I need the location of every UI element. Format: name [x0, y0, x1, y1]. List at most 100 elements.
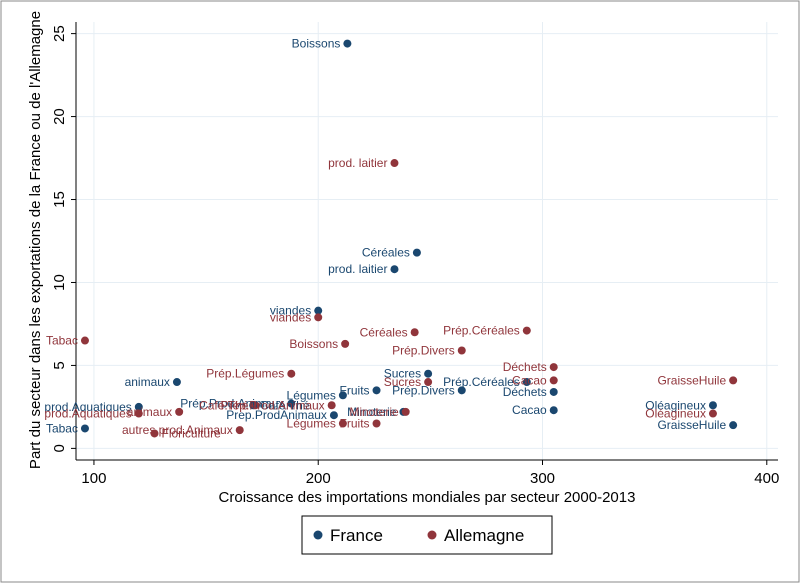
point-label-france: GraisseHuile	[657, 418, 726, 432]
point-label-allemagne: prod. laitier	[328, 156, 387, 170]
point-label-france: Sucres	[384, 367, 421, 381]
point-label-france: Minoterie	[347, 405, 397, 419]
data-point-allemagne	[314, 313, 323, 322]
data-point-allemagne	[549, 376, 558, 385]
legend-marker-france	[313, 530, 323, 540]
point-label-france: Boissons	[292, 37, 341, 51]
data-point-france	[708, 401, 717, 410]
data-point-france	[314, 306, 323, 315]
point-label-allemagne: Minoterie	[349, 405, 399, 419]
data-point-allemagne	[150, 429, 159, 438]
data-point-allemagne	[401, 407, 410, 416]
y-tick-label: 5	[51, 361, 68, 369]
gridlines	[76, 22, 778, 460]
data-point-allemagne	[549, 363, 558, 372]
data-point-france	[549, 406, 558, 415]
legend-label-allemagne: Allemagne	[444, 526, 524, 545]
point-label-allemagne: Prép.Divers	[392, 344, 455, 358]
legend-box	[301, 515, 553, 555]
data-point-allemagne	[235, 426, 244, 435]
legend-label-france: France	[330, 526, 383, 545]
data-point-allemagne	[287, 369, 296, 378]
point-label-france: Céréales	[362, 246, 410, 260]
point-label-france: Café.Thé	[260, 398, 310, 412]
y-ticks: 0 5 10 15 20 25	[51, 25, 76, 453]
point-label-france: prod.Aquatiques	[44, 400, 131, 414]
data-point-france	[457, 386, 466, 395]
point-label-allemagne: prod.Aquatiques	[44, 407, 131, 421]
y-tick-label: 25	[51, 25, 68, 42]
point-label-france: viandes	[270, 304, 311, 318]
data-point-france	[287, 399, 296, 408]
data-point-allemagne	[424, 378, 433, 387]
point-label-allemagne: Boissons	[289, 337, 338, 351]
point-label-france: Déchets	[503, 385, 547, 399]
data-point-allemagne	[372, 419, 381, 428]
data-point-allemagne	[390, 159, 399, 168]
point-label-allemagne: Prép.Prod.Animaux	[221, 398, 325, 412]
point-label-allemagne: GraisseHuile	[657, 373, 726, 387]
data-point-france	[338, 391, 347, 400]
point-label-france: Légumes	[287, 388, 336, 402]
point-label-allemagne: Oléagineux	[645, 407, 706, 421]
point-label-allemagne: Légumes	[287, 417, 336, 431]
data-point-france	[172, 378, 181, 387]
point-label-france: animaux	[125, 375, 170, 389]
point-label-allemagne: autres.prod.Animaux	[122, 423, 233, 437]
plot-area	[76, 22, 778, 460]
point-label-allemagne: Prép.Céréales	[443, 324, 520, 338]
data-point-france	[343, 39, 352, 48]
point-label-france: Prép.Prod.Animaux	[180, 397, 284, 411]
y-tick-label: 10	[51, 274, 68, 291]
data-point-allemagne	[410, 328, 419, 337]
point-label-allemagne: viandes	[270, 310, 311, 324]
legend-marker-allemagne	[427, 530, 437, 540]
point-label-allemagne: Cacao	[512, 373, 547, 387]
data-point-allemagne	[522, 326, 531, 335]
point-label-france: prod. laitier	[328, 262, 387, 276]
point-label-france: Prep.ProdAnimaux	[226, 408, 327, 422]
data-point-allemagne	[251, 401, 260, 410]
data-point-france	[549, 387, 558, 396]
data-point-france	[522, 378, 531, 387]
point-label-allemagne: Tabac	[46, 334, 78, 348]
data-point-allemagne	[80, 336, 89, 345]
data-points	[80, 39, 738, 438]
axes	[75, 22, 778, 461]
data-point-france	[329, 411, 338, 420]
legend: France Allemagne	[301, 515, 553, 555]
point-label-allemagne: animaux	[127, 405, 172, 419]
point-label-allemagne: Sucres	[384, 375, 421, 389]
point-labels: Boissons Céréales prod. laitier viandes anim…	[44, 37, 726, 441]
point-label-allemagne: Céréales	[360, 325, 408, 339]
data-point-france	[424, 369, 433, 378]
data-point-allemagne	[708, 409, 717, 418]
x-axis-title: Croissance des importations mondiales pa…	[219, 489, 636, 506]
data-point-france	[134, 402, 143, 411]
x-tick-label: 300	[530, 470, 555, 487]
y-tick-label: 0	[51, 444, 68, 452]
y-axis-title: Part du secteur dans les exportations de…	[27, 11, 44, 469]
x-tick-label: 100	[81, 470, 106, 487]
data-point-allemagne	[457, 346, 466, 355]
point-label-france: Oléagineux	[645, 398, 706, 412]
point-label-allemagne: Prép.Légumes	[206, 367, 284, 381]
data-point-france	[390, 265, 399, 274]
data-point-allemagne	[134, 409, 143, 418]
y-tick-label: 20	[51, 108, 68, 125]
x-tick-label: 200	[306, 470, 331, 487]
point-label-allemagne: Fruits	[340, 417, 370, 431]
point-label-france: Prép.Céréales	[443, 375, 520, 389]
data-point-france	[372, 386, 381, 395]
point-label-allemagne: Café.Thé	[199, 398, 249, 412]
x-tick-label: 400	[754, 470, 779, 487]
data-point-france	[80, 424, 89, 433]
point-label-france: Cacao	[512, 403, 547, 417]
point-label-france: Tabac	[46, 421, 78, 435]
point-label-france: Fruits	[340, 383, 370, 397]
data-point-allemagne	[729, 376, 738, 385]
data-point-allemagne	[175, 407, 184, 416]
data-point-france	[729, 421, 738, 430]
y-tick-label: 15	[51, 191, 68, 208]
